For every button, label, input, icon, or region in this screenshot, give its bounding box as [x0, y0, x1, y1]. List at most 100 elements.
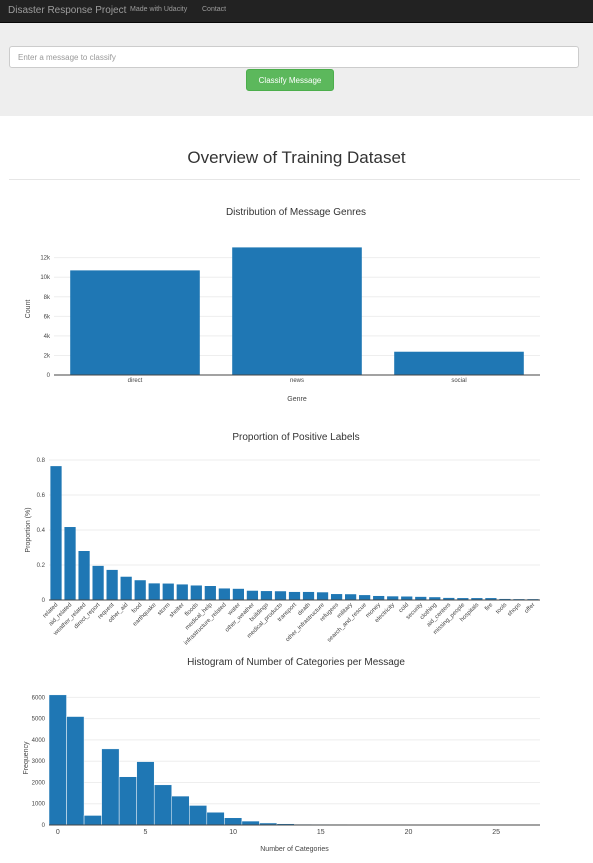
y-tick-label: 0	[47, 373, 51, 379]
y-tick-label: 4k	[44, 334, 51, 340]
bar	[387, 596, 399, 600]
bar	[118, 776, 137, 826]
bar	[171, 795, 190, 826]
bar	[232, 247, 362, 375]
navbar-brand[interactable]: Disaster Response Project	[8, 5, 127, 16]
x-tick-label: fire	[484, 602, 495, 613]
x-tick-label: shops	[507, 602, 523, 618]
bar	[499, 598, 511, 600]
y-tick-label: 0	[42, 823, 46, 829]
y-tick-label: 8k	[44, 295, 51, 301]
genre-distribution-chart: Distribution of Message Genres 0 2k 4k 6k 8k 1…	[25, 207, 540, 403]
bar	[218, 588, 230, 600]
x-axis-label: Genre	[287, 396, 307, 403]
bar	[429, 597, 441, 600]
bar	[148, 583, 160, 600]
y-tick-label: 12k	[40, 256, 51, 262]
bar	[345, 594, 357, 600]
bar	[83, 815, 102, 826]
y-tick-label: 5000	[32, 717, 46, 723]
bar	[66, 716, 85, 826]
y-tick-label: 0.4	[37, 528, 46, 534]
y-tick-label: 2000	[32, 780, 46, 786]
y-tick-label: 2k	[44, 353, 51, 359]
bar	[457, 598, 469, 600]
bar	[134, 580, 146, 600]
bar	[224, 817, 243, 826]
bar	[443, 597, 455, 600]
chart-title: Histogram of Number of Categories per Me…	[187, 657, 405, 668]
bar	[394, 351, 524, 375]
y-tick-label: 10k	[40, 275, 51, 281]
y-tick-label: 6000	[32, 695, 46, 701]
x-tick-label: 5	[143, 829, 147, 836]
x-tick-label: 0	[56, 829, 60, 836]
y-tick-label: 0	[42, 598, 46, 604]
y-tick-label: 0.6	[37, 493, 46, 499]
divider	[9, 179, 580, 180]
bar	[274, 591, 287, 600]
bar	[190, 585, 202, 600]
bar	[471, 598, 483, 600]
bar	[101, 748, 120, 826]
page-title: Overview of Training Dataset	[187, 148, 406, 167]
y-axis-label: Frequency	[23, 741, 30, 775]
x-tick-label: 10	[229, 829, 237, 836]
x-tick-label: shelter	[169, 602, 186, 619]
categories-histogram-chart: Histogram of Number of Categories per Me…	[23, 657, 541, 853]
bar	[288, 591, 301, 600]
y-axis-label: Count	[25, 300, 32, 319]
x-tick-label: 15	[317, 829, 325, 836]
bar	[246, 590, 259, 600]
navbar: Disaster Response Project Made with Udac…	[0, 0, 593, 23]
x-tick-label: 20	[405, 829, 413, 836]
x-tick-label: direct	[128, 378, 143, 384]
bar	[330, 594, 343, 600]
bar	[106, 569, 118, 600]
jumbotron: Classify Message	[0, 23, 593, 116]
x-tick-label: news	[290, 378, 304, 384]
classify-message-button[interactable]: Classify Message	[246, 69, 334, 91]
x-axis-label: Number of Categories	[260, 846, 329, 853]
y-tick-label: 4000	[32, 738, 46, 744]
bar	[204, 586, 216, 600]
x-tick-label: offer	[524, 602, 537, 615]
y-tick-label: 6k	[44, 314, 51, 320]
bar	[48, 694, 67, 826]
chart-title: Proportion of Positive Labels	[232, 432, 359, 443]
bar	[206, 811, 225, 826]
y-tick-label: 3000	[32, 759, 46, 765]
nav-link-udacity[interactable]: Made with Udacity	[130, 6, 188, 13]
bar	[70, 270, 200, 375]
bar	[401, 596, 413, 600]
bar	[162, 583, 174, 600]
bar	[136, 761, 155, 826]
y-tick-label: 0.2	[37, 563, 46, 569]
x-tick-label: 25	[492, 829, 500, 836]
bar	[415, 596, 427, 600]
y-tick-label: 0.8	[37, 458, 46, 464]
bar	[120, 576, 132, 600]
y-axis-label: Proportion (%)	[25, 507, 32, 552]
positive-labels-chart: Proportion of Positive Labels 0 0.2 0.4 0.6 0…	[25, 432, 540, 647]
bar	[176, 584, 188, 600]
x-tick-label: social	[451, 378, 466, 384]
nav-link-contact[interactable]: Contact	[202, 6, 227, 13]
chart-title: Distribution of Message Genres	[226, 207, 366, 218]
bar	[64, 527, 76, 600]
bar	[232, 588, 244, 600]
bar	[153, 784, 172, 826]
y-tick-label: 1000	[32, 802, 46, 808]
bar	[260, 591, 273, 600]
bar	[373, 595, 385, 600]
bar	[78, 551, 90, 600]
bar	[359, 595, 371, 600]
bar	[485, 598, 497, 600]
bar	[241, 820, 260, 826]
bar	[50, 466, 62, 600]
bar	[189, 805, 208, 826]
bar	[302, 591, 315, 600]
message-input[interactable]	[9, 46, 579, 68]
bar	[92, 565, 104, 600]
bar	[316, 592, 329, 600]
